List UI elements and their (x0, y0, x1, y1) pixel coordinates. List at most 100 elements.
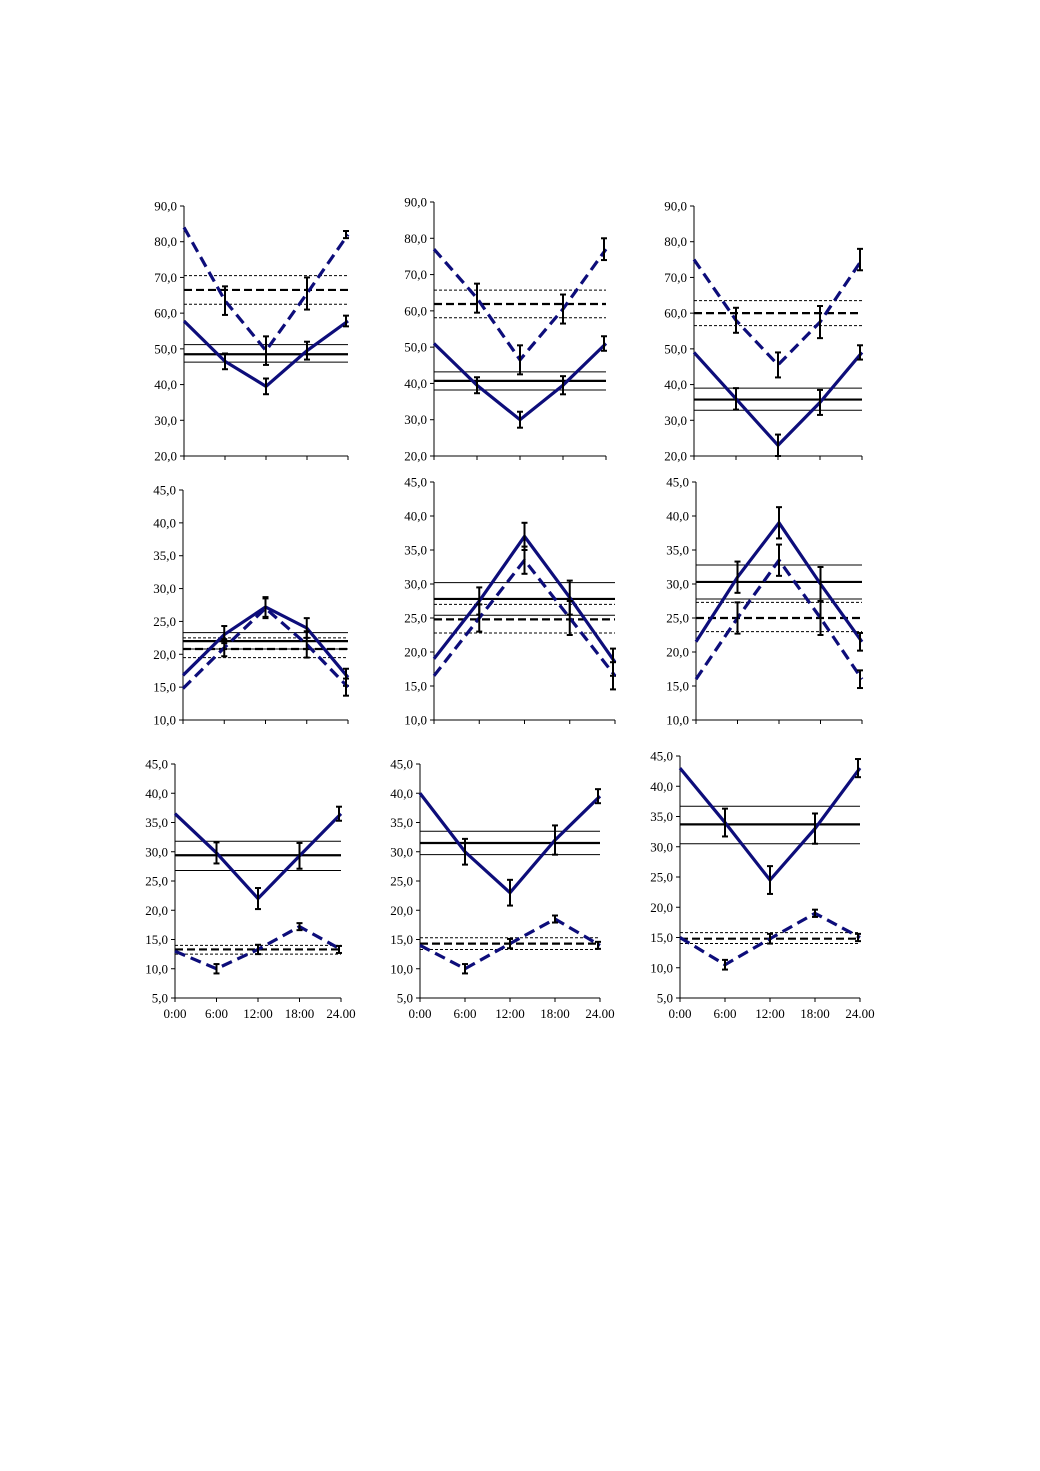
y-tick-label: 45,0 (666, 475, 689, 490)
error-bar (733, 387, 739, 411)
error-bar (601, 335, 607, 352)
error-bar (595, 788, 601, 805)
y-tick-label: 5,0 (152, 991, 168, 1006)
y-tick-label: 15,0 (650, 930, 673, 945)
error-bar (733, 306, 739, 334)
y-tick-label: 40,0 (664, 377, 687, 392)
y-tick-label: 45,0 (145, 757, 168, 772)
error-bar (521, 545, 528, 575)
x-tick-label: 18:00 (800, 1006, 830, 1021)
y-tick-label: 5,0 (397, 991, 413, 1006)
error-bar (767, 865, 773, 895)
x-tick-label: 12:00 (755, 1006, 785, 1021)
error-bar (857, 631, 863, 652)
error-bar (474, 376, 480, 395)
error-bar (476, 603, 483, 633)
x-tick-label: 12:00 (243, 1006, 273, 1021)
error-bar (855, 932, 861, 943)
error-bar (857, 344, 863, 361)
y-tick-label: 10,0 (650, 960, 673, 975)
error-bar (857, 247, 863, 272)
error-bar (817, 600, 824, 636)
chart-panel-2: 20,0 30,0 40,0 50,0 60,0 70,0 80,0 90,0 (404, 195, 608, 464)
y-tick-label: 10,0 (404, 713, 427, 728)
error-bar (221, 638, 228, 658)
series-line-dashed (432, 557, 617, 677)
series-line-dashed (181, 606, 350, 690)
error-bar (343, 230, 349, 240)
error-bar (817, 305, 823, 340)
y-tick-label: 40,0 (153, 515, 176, 530)
y-tick-label: 70,0 (664, 270, 687, 285)
chart-panel-6: 10,0 15,0 20,0 25,0 30,0 35,0 40,0 45,0 (666, 475, 864, 728)
y-tick-label: 35,0 (390, 815, 413, 830)
y-tick-label: 10,0 (666, 713, 689, 728)
error-bar (610, 661, 616, 691)
error-bar (552, 824, 558, 856)
x-tick-label: 6:00 (205, 1006, 228, 1021)
error-bar (304, 276, 310, 311)
error-bar (855, 758, 861, 779)
y-tick-label: 25,0 (650, 870, 673, 885)
error-bar (601, 237, 607, 262)
error-bar (296, 922, 303, 932)
error-bar (560, 375, 566, 396)
y-tick-label: 25,0 (390, 874, 413, 889)
x-tick-label: 18:00 (540, 1006, 570, 1021)
y-tick-label: 25,0 (666, 611, 689, 626)
chart-panel-9: 5,0 10,0 15,0 20,0 25,0 30,0 35,0 40,0 45,0 0:00 6… (650, 749, 874, 1022)
error-bar (857, 669, 863, 690)
y-tick-label: 20,0 (650, 900, 673, 915)
y-tick-label: 15,0 (404, 679, 427, 694)
y-tick-label: 40,0 (404, 376, 427, 391)
y-tick-label: 40,0 (145, 786, 168, 801)
x-tick-label: 6:00 (453, 1006, 476, 1021)
y-tick-label: 30,0 (153, 581, 176, 596)
error-bar (775, 351, 781, 379)
y-tick-label: 40,0 (154, 377, 177, 392)
error-bar (517, 410, 523, 429)
error-bar (722, 958, 728, 971)
error-bar (775, 433, 781, 457)
y-tick-label: 20,0 (666, 645, 689, 660)
error-bar (595, 940, 601, 950)
x-tick-label: 24.00 (326, 1006, 355, 1021)
y-tick-label: 30,0 (390, 844, 413, 859)
x-tick-label: 24.00 (585, 1006, 614, 1021)
y-tick-label: 30,0 (404, 412, 427, 427)
error-bar (507, 878, 513, 907)
error-bar (213, 963, 220, 975)
y-tick-label: 70,0 (404, 267, 427, 282)
y-tick-label: 50,0 (404, 340, 427, 355)
y-tick-label: 45,0 (404, 475, 427, 490)
error-bar (767, 932, 773, 945)
y-tick-label: 10,0 (145, 961, 168, 976)
error-bar (734, 560, 741, 594)
error-bar (812, 812, 818, 845)
error-bar (263, 335, 269, 366)
y-tick-label: 60,0 (404, 303, 427, 318)
error-bar (336, 805, 342, 822)
y-tick-label: 90,0 (154, 199, 177, 214)
y-tick-label: 80,0 (154, 234, 177, 249)
y-tick-label: 25,0 (145, 874, 168, 889)
series-line-dashed (694, 557, 864, 681)
y-tick-label: 35,0 (650, 809, 673, 824)
y-tick-label: 20,0 (404, 645, 427, 660)
error-bar (776, 506, 782, 540)
y-tick-label: 40,0 (390, 786, 413, 801)
y-tick-label: 45,0 (390, 757, 413, 772)
error-bar (462, 837, 468, 866)
y-tick-label: 20,0 (404, 449, 427, 464)
y-tick-label: 60,0 (154, 306, 177, 321)
y-tick-label: 10,0 (390, 961, 413, 976)
y-tick-label: 40,0 (666, 509, 689, 524)
error-bar (734, 601, 741, 635)
chart-panel-1: 20,0 30,0 40,0 50,0 60,0 70,0 80,0 90,0 (154, 199, 350, 464)
y-tick-label: 15,0 (153, 680, 176, 695)
y-tick-label: 20,0 (664, 449, 687, 464)
y-tick-label: 35,0 (145, 815, 168, 830)
error-bar (262, 597, 269, 620)
y-tick-label: 15,0 (666, 679, 689, 694)
